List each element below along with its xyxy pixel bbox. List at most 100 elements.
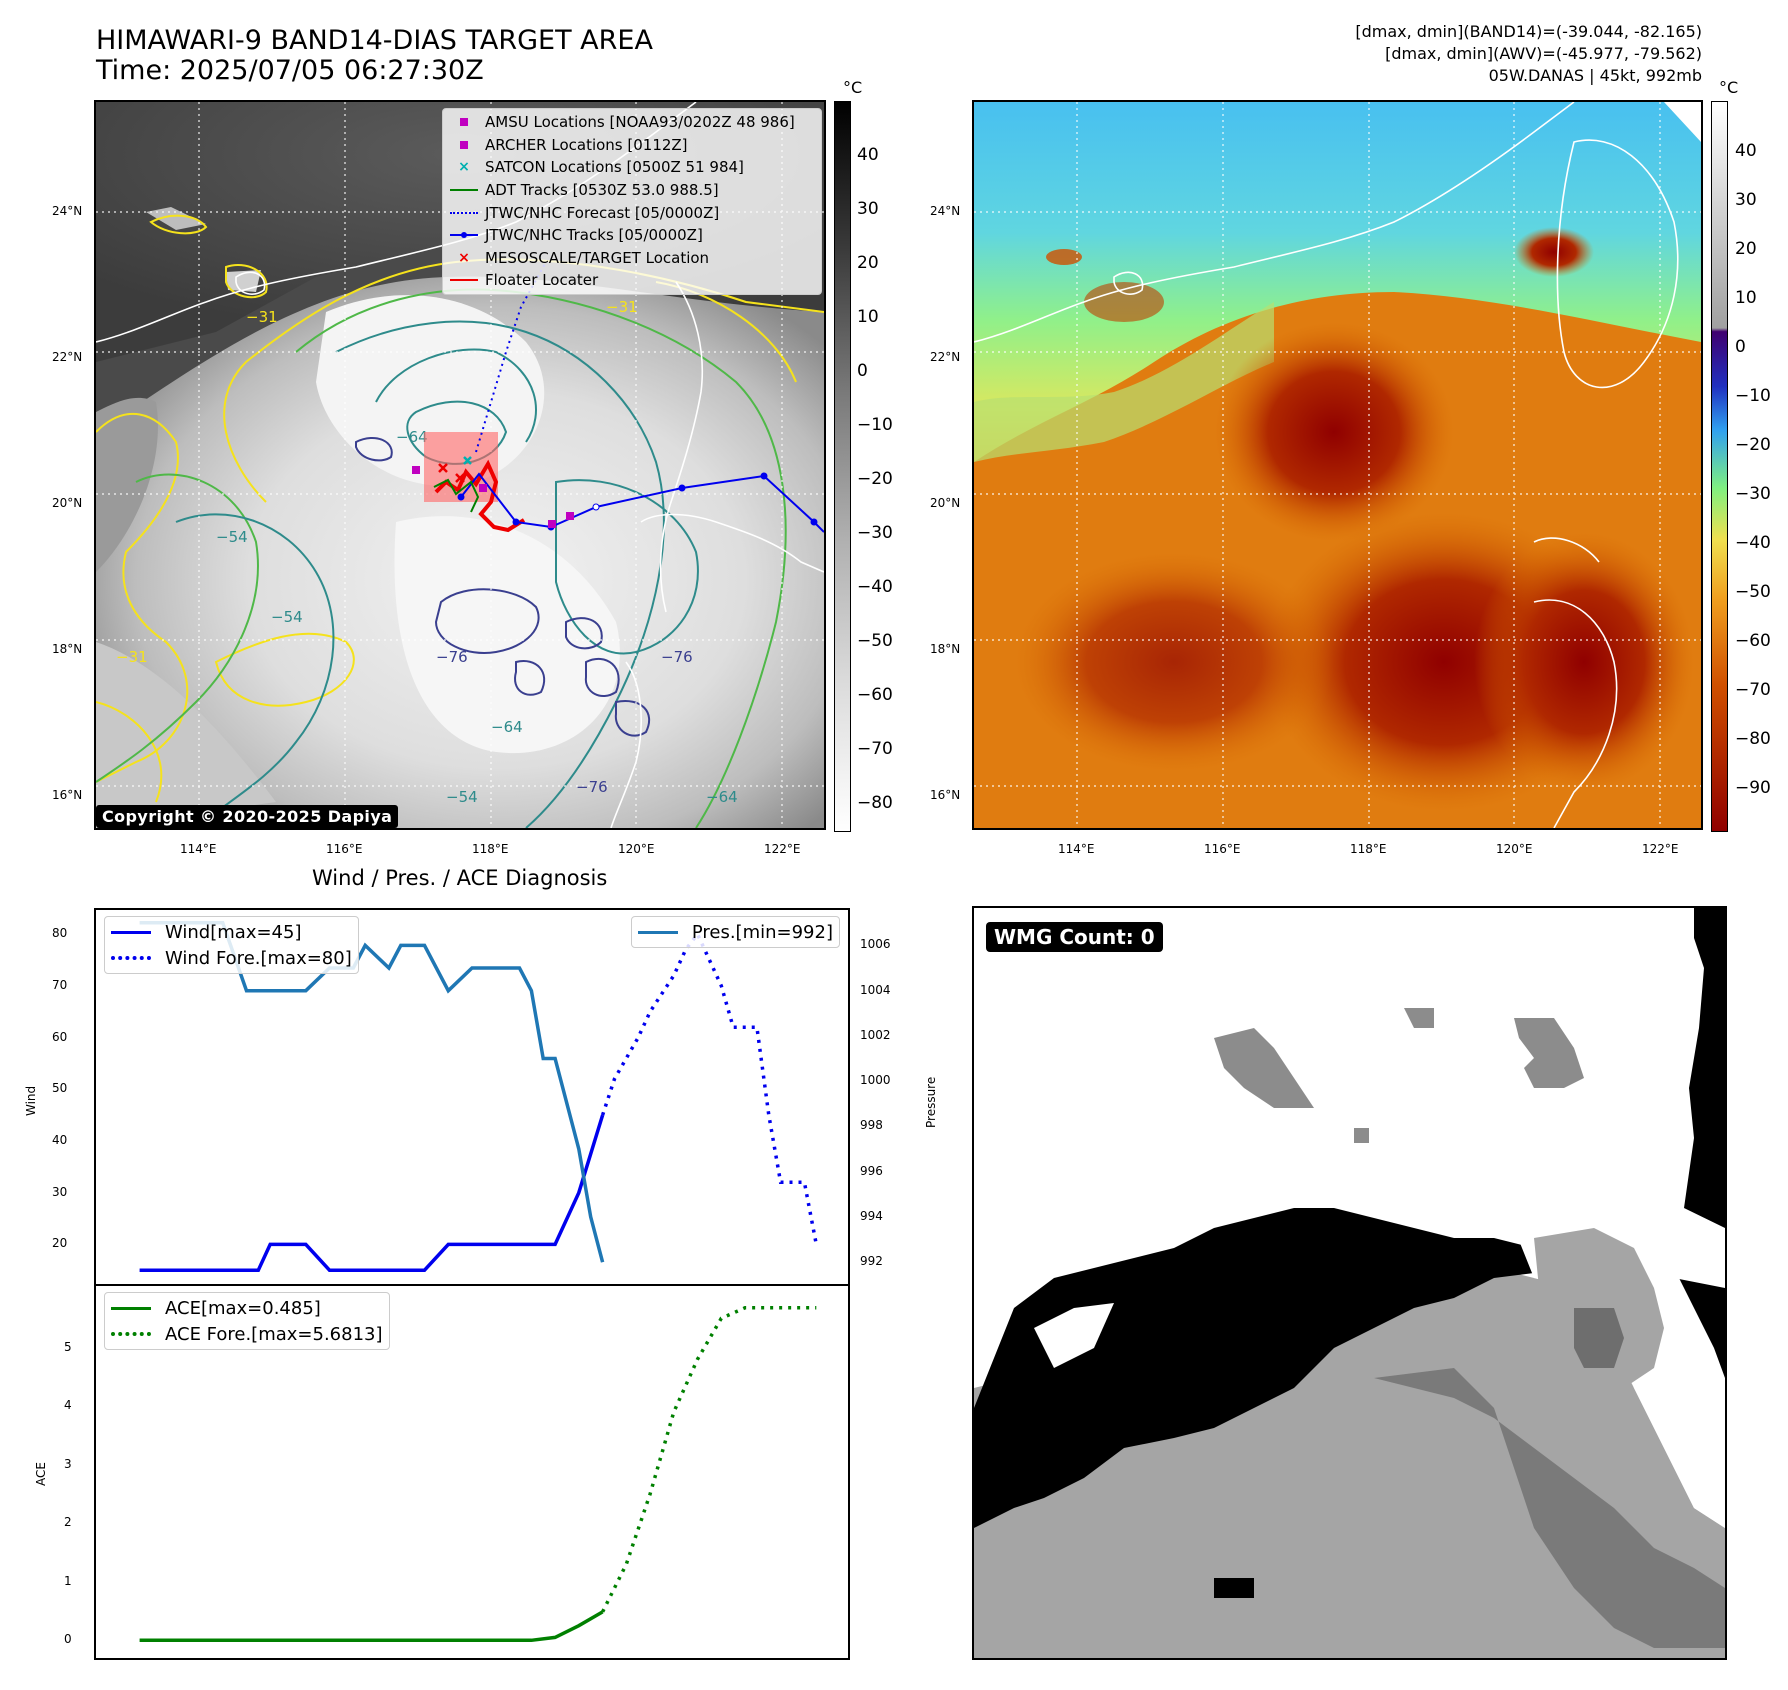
ace-forecast-line: [601, 1306, 817, 1613]
colorbar-tick: 30: [857, 199, 879, 219]
dotted-line-icon: [111, 953, 153, 963]
contour-label: −76: [661, 648, 693, 666]
jtwc-track-point: [810, 518, 818, 526]
awv-map-panel: [972, 100, 1703, 830]
info-awv-range: [dmax, dmin](AWV)=(-45.977, -79.562): [1385, 44, 1702, 63]
lat-label: 20°N: [930, 496, 961, 510]
contour-label: −31: [606, 298, 638, 316]
colorbar-tick: −30: [1735, 484, 1771, 504]
x-marker-icon: ×: [458, 249, 470, 266]
ace-axis-label: ACE: [34, 1462, 48, 1486]
legend-item-target: × MESOSCALE/TARGET Location: [443, 247, 821, 270]
colorbar-tick: −80: [1735, 729, 1771, 749]
pressure-tick-label: 1004: [860, 982, 891, 997]
lon-label: 116°E: [326, 842, 363, 856]
wind-forecast-line: [600, 930, 819, 1245]
pressure-tick-label: 996: [860, 1163, 883, 1178]
colorbar-tick: −10: [857, 415, 893, 435]
ace-tick-label: 5: [64, 1339, 72, 1354]
colorbar-tick: 30: [1735, 190, 1757, 210]
pressure-legend: Pres.[min=992]: [630, 916, 840, 948]
wind-tick-label: 80: [52, 926, 68, 941]
info-band14-range: [dmax, dmin](BAND14)=(-39.044, -82.165): [1355, 22, 1702, 41]
legend-item-jtwc-forecast: JTWC/NHC Forecast [05/0000Z]: [443, 201, 821, 224]
jtwc-track-point: [592, 503, 600, 511]
contour-label: −76: [436, 648, 468, 666]
colorbar-tick: 0: [1735, 337, 1746, 357]
lon-label: 122°E: [764, 842, 801, 856]
ir-colorbar: [834, 101, 851, 832]
colorbar-tick: 20: [857, 253, 879, 273]
solid-line-icon: [443, 269, 485, 291]
colorbar-tick: −40: [1735, 533, 1771, 553]
pressure-tick-label: 994: [860, 1208, 883, 1223]
contour-label: −76: [576, 778, 608, 796]
jtwc-track-point: [678, 484, 686, 492]
colorbar-tick: 10: [1735, 288, 1757, 308]
pressure-tick-label: 1002: [860, 1027, 891, 1042]
info-storm: 05W.DANAS | 45kt, 992mb: [1488, 66, 1702, 85]
legend-item-amsu: AMSU Locations [NOAA93/0202Z 48 986]: [443, 111, 821, 134]
colorbar-tick: −40: [857, 577, 893, 597]
floater-track: [434, 459, 526, 533]
lat-label: 22°N: [930, 350, 961, 364]
ace-plot: ACE[max=0.485] ACE Fore.[max=5.6813]: [94, 1284, 850, 1660]
solid-line-icon: [443, 179, 485, 201]
legend-item-ace-forecast: ACE Fore.[max=5.6813]: [111, 1321, 383, 1347]
amsu-marker: [412, 466, 420, 474]
colorbar-unit: °C: [843, 78, 863, 97]
lon-label: 116°E: [1204, 842, 1241, 856]
solid-line-icon: [111, 1303, 153, 1313]
colorbar-tick: 20: [1735, 239, 1757, 259]
colorbar-tick: −90: [1735, 778, 1771, 798]
lon-label: 120°E: [618, 842, 655, 856]
line-with-dots-icon: [443, 224, 485, 246]
colorbar-tick: −70: [857, 739, 893, 759]
contour-label: −31: [116, 648, 148, 666]
ace-legend: ACE[max=0.485] ACE Fore.[max=5.6813]: [104, 1292, 390, 1350]
colorbar-tick: 0: [857, 361, 868, 381]
ace-tick-label: 0: [64, 1632, 72, 1647]
contour-label: −64: [706, 788, 738, 806]
lon-label: 114°E: [1058, 842, 1095, 856]
copyright-badge: Copyright © 2020-2025 Dapiya: [96, 805, 399, 828]
lat-label: 18°N: [52, 642, 83, 656]
square-marker-icon: [443, 134, 485, 156]
colorbar-tick: 10: [857, 307, 879, 327]
legend-item-jtwc-tracks: JTWC/NHC Tracks [05/0000Z]: [443, 224, 821, 247]
lat-label: 24°N: [930, 204, 961, 218]
contour-label: −54: [216, 528, 248, 546]
adt-track: [433, 478, 480, 513]
wmg-panel: WMG Count: 0: [972, 906, 1727, 1660]
awv-map-image: [974, 102, 1701, 828]
colorbar-tick: −20: [1735, 435, 1771, 455]
legend-item-floater: Floater Locater: [443, 269, 821, 292]
lon-label: 122°E: [1642, 842, 1679, 856]
awv-colorbar: [1711, 101, 1728, 832]
x-marker-icon: ×: [458, 159, 470, 176]
archer-marker: [548, 520, 556, 528]
jtwc-track-point: [760, 472, 768, 480]
dotted-line-icon: [111, 1329, 153, 1339]
ace-chart: [94, 1284, 850, 1660]
lat-label: 16°N: [52, 788, 83, 802]
wind-pressure-plot: Wind[max=45] Wind Fore.[max=80] Pres.[mi…: [94, 908, 850, 1286]
ace-line: [139, 1610, 604, 1643]
ace-tick-label: 1: [64, 1573, 72, 1588]
contour-label: −64: [396, 428, 428, 446]
lat-label: 18°N: [930, 642, 961, 656]
lon-label: 118°E: [1350, 842, 1387, 856]
colorbar-tick: −50: [857, 631, 893, 651]
dotted-line-icon: [443, 202, 485, 224]
colorbar-tick: −20: [857, 469, 893, 489]
colorbar-tick: −30: [857, 523, 893, 543]
contour-label: −54: [446, 788, 478, 806]
contour-label: −31: [246, 308, 278, 326]
colorbar-unit: °C: [1719, 78, 1739, 97]
lon-label: 120°E: [1496, 842, 1533, 856]
wind-tick-label: 20: [52, 1236, 68, 1251]
lat-label: 16°N: [930, 788, 961, 802]
pressure-axis-label: Pressure: [924, 1076, 938, 1128]
ir-map-panel: −64 −54 −76 −76 −64 −31 −54 −64 −31 −54 …: [94, 100, 826, 830]
pressure-tick-label: 1006: [860, 937, 891, 952]
